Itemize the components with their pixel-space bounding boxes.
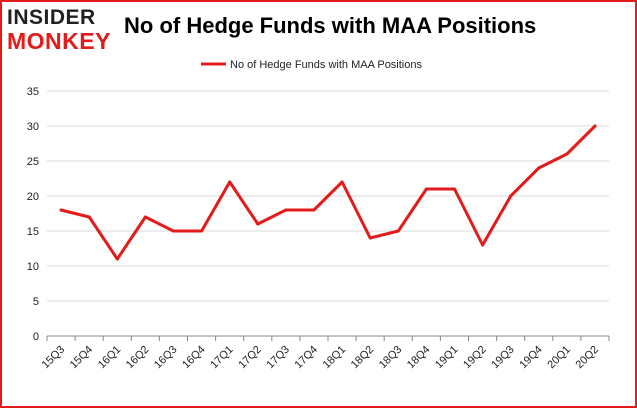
data-point [171,229,175,233]
data-point [537,166,541,170]
y-tick-label: 25 [27,156,39,168]
x-tick-label: 16Q1 [96,344,124,372]
y-tick-label: 15 [27,226,39,238]
x-tick-label: 15Q4 [68,344,96,372]
logo-line-monkey: MONKEY [7,28,111,54]
x-tick-label: 18Q2 [349,344,377,372]
data-point [200,229,204,233]
data-point [59,208,63,212]
y-tick-label: 10 [27,261,39,273]
data-point [115,257,119,261]
data-point [284,208,288,212]
x-tick-label: 18Q4 [405,344,433,372]
x-tick-label: 19Q4 [517,344,545,372]
data-point [509,194,513,198]
x-tick-label: 17Q1 [208,344,236,372]
data-point [340,180,344,184]
y-tick-label: 5 [33,296,39,308]
y-tick-label: 20 [27,191,39,203]
data-point [424,187,428,191]
chart-title: No of Hedge Funds with MAA Positions [124,13,537,38]
x-tick-label: 18Q1 [321,344,349,372]
x-tick-label: 17Q3 [264,344,292,372]
x-tick-label: 20Q2 [574,344,602,372]
x-tick-label: 16Q4 [180,344,208,372]
data-point [368,236,372,240]
x-tick-label: 20Q1 [545,344,573,372]
data-point [565,152,569,156]
x-tick-label: 15Q3 [40,344,68,372]
y-tick-label: 30 [27,121,39,133]
x-tick-label: 17Q4 [293,344,321,372]
x-tick-label: 16Q3 [152,344,180,372]
data-point [143,215,147,219]
data-point [593,124,597,128]
series-line [59,124,597,261]
data-point [87,215,91,219]
data-point [452,187,456,191]
x-tick-label: 18Q3 [377,344,405,372]
x-tick-label: 17Q2 [236,344,264,372]
x-tick-label: 16Q2 [124,344,152,372]
x-tick-label: 19Q3 [489,344,517,372]
x-tick-label: 19Q2 [461,344,489,372]
y-tick-label: 35 [27,86,39,98]
data-point [228,180,232,184]
x-tick-label: 19Q1 [433,344,461,372]
data-point [312,208,316,212]
legend-label: No of Hedge Funds with MAA Positions [230,59,422,71]
logo-line-insider: INSIDER [7,6,96,29]
data-point [396,229,400,233]
data-point [481,243,485,247]
y-tick-label: 0 [33,331,39,343]
insider-monkey-logo: INSIDER MONKEY [7,6,119,54]
data-point [256,222,260,226]
